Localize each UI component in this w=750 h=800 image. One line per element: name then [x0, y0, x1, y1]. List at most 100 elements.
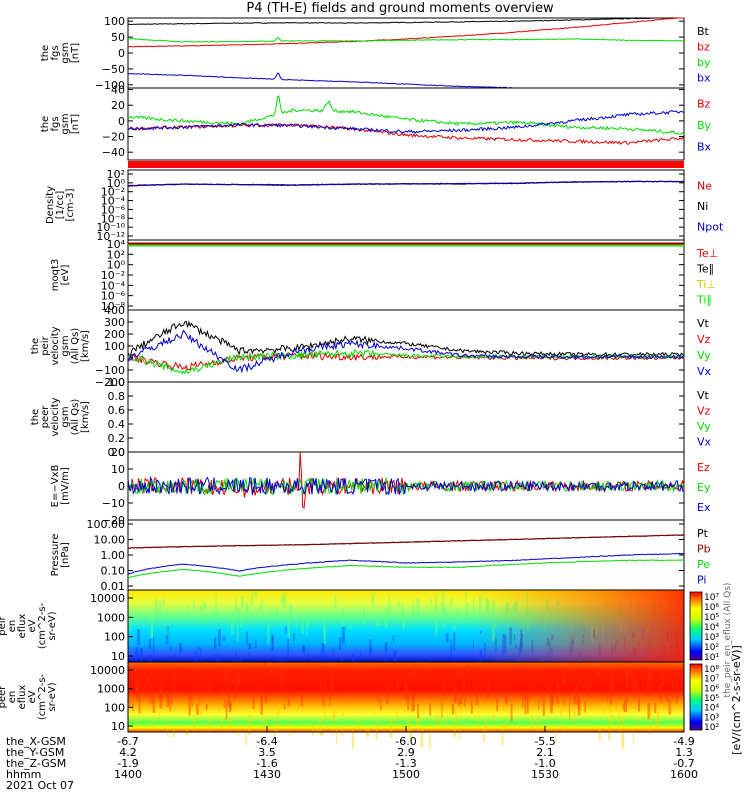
series-line-bx: [127, 72, 684, 89]
spectrogram-texture: [460, 665, 463, 675]
spectrogram-texture: [255, 639, 257, 649]
ylabel-line: gsm: [60, 335, 71, 356]
spectrogram-texture: [475, 664, 477, 682]
ylabel-line: [eV]: [60, 265, 71, 286]
spectrogram-texture: [622, 716, 624, 729]
y-tick-label: 10⁻⁶: [101, 290, 126, 303]
y-tick-label: 0: [118, 47, 125, 60]
ylabel-line: peir: [40, 335, 51, 355]
x-tick-label: 1530: [531, 768, 559, 781]
spectrogram-texture: [500, 684, 504, 697]
colorbar-tick-label: 10⁶: [704, 684, 719, 694]
spectrogram-texture: [384, 654, 387, 662]
spectrogram-texture: [501, 725, 504, 746]
spectrogram-texture: [392, 634, 395, 642]
panel-peer_velocity: the peer velocity gsm (All Qs) [km/s]1.00.80.…: [30, 376, 712, 459]
legend-Vy: Vy: [697, 349, 711, 362]
legend-Vt: Vt: [697, 317, 710, 330]
spectrogram-texture: [455, 686, 458, 703]
spectrogram-texture: [416, 709, 419, 713]
spectrogram-texture: [458, 722, 461, 740]
spectrogram-texture: [430, 666, 432, 683]
y-tick-label: −100: [95, 364, 125, 377]
spectrogram-texture: [369, 638, 372, 659]
y-tick-label: 400: [104, 304, 125, 317]
spectrogram-texture: [203, 602, 207, 610]
spectrogram-texture: [363, 607, 365, 625]
legend-Te⊥: Te⊥: [696, 247, 718, 260]
spectrogram-texture: [323, 619, 326, 639]
spectrogram-texture: [573, 707, 576, 722]
spectrogram-texture: [411, 693, 413, 713]
spectrogram-texture: [152, 692, 156, 713]
legend-Ti∥: Ti∥: [696, 293, 712, 306]
ylabel-line: moqt3: [50, 259, 61, 292]
spectrogram-texture: [378, 612, 382, 621]
spectrogram-texture: [163, 620, 165, 627]
ylabel-line: (All Qs): [70, 328, 81, 365]
spectrogram-texture: [408, 688, 410, 699]
ylabel-line: [nT]: [70, 43, 81, 63]
spectrogram-texture: [159, 689, 163, 709]
spectrogram-texture: [486, 686, 489, 700]
spectrogram-texture: [441, 698, 443, 718]
ylabel-line: the: [30, 409, 41, 425]
spectrogram-texture: [159, 600, 162, 620]
spectrogram-texture: [372, 688, 374, 693]
panel-peir_eflux: thepeirenefluxeV(cm^2-s-sr-eV) 10000 1000 1…: [0, 589, 685, 681]
y-tick-label: −20: [102, 514, 125, 527]
spectrogram-texture: [384, 642, 388, 653]
y-tick-label: 0.4: [108, 418, 126, 431]
spectrogram-texture: [209, 677, 212, 690]
ylabel-line: eV: [27, 619, 38, 632]
ylabel-line: [nPa]: [60, 542, 71, 568]
spectrogram-texture: [496, 697, 499, 712]
spectrogram-texture: [533, 681, 536, 692]
spectrogram-texture: [377, 689, 379, 702]
colorbar-label-overlay-group: the_peir_en_eflux (All Qs): [723, 583, 733, 698]
spectrogram-texture: [206, 620, 209, 625]
spectrogram-texture: [202, 684, 206, 691]
y-tick-label: 0.8: [108, 390, 126, 403]
spectrogram-texture: [430, 598, 432, 606]
spectrogram-texture: [229, 702, 232, 711]
ylabel-line: gsm: [60, 42, 71, 63]
spectrogram-texture: [393, 651, 396, 664]
y-tick-label: 10: [111, 463, 125, 476]
spectrogram-texture: [252, 689, 255, 710]
spectrogram-texture: [234, 677, 236, 682]
spectrogram-texture: [644, 689, 647, 695]
spectrogram-texture: [524, 695, 527, 699]
spectrogram-texture: [466, 602, 469, 624]
spectrogram-texture: [460, 610, 463, 626]
spectrogram-texture: [141, 685, 144, 690]
spectrogram-texture: [434, 594, 438, 613]
spectrogram-texture: [323, 625, 327, 645]
legend-bx: bx: [697, 71, 711, 84]
spectrogram-texture: [440, 601, 444, 612]
spectrogram-texture: [295, 617, 297, 631]
spectrogram-texture: [442, 597, 445, 605]
spectrogram-texture: [349, 625, 352, 630]
spectrogram-texture: [547, 685, 550, 690]
spectrogram-texture: [564, 693, 566, 706]
spectrogram-texture: [359, 650, 361, 659]
spectrogram-texture: [446, 632, 449, 643]
spectrogram-texture: [598, 668, 601, 677]
spectrogram-texture: [505, 690, 508, 705]
spectrogram-texture: [162, 598, 165, 606]
spectrogram-texture: [265, 715, 267, 725]
x-tick-label: 4.2: [119, 746, 137, 759]
spectrogram-texture: [657, 705, 660, 726]
x-tick-label: -1.0: [534, 757, 555, 770]
spectrogram-texture: [139, 647, 143, 664]
spectrogram-texture: [646, 665, 649, 682]
spectrogram-texture: [459, 696, 463, 705]
spectrogram-texture: [323, 706, 326, 722]
x-tick-label: 2.9: [397, 746, 415, 759]
spectrogram-texture: [198, 697, 201, 702]
spectrogram-texture: [261, 714, 263, 728]
spectrogram-texture: [625, 697, 628, 702]
y-tick-label: 10⁻¹²: [96, 230, 125, 243]
